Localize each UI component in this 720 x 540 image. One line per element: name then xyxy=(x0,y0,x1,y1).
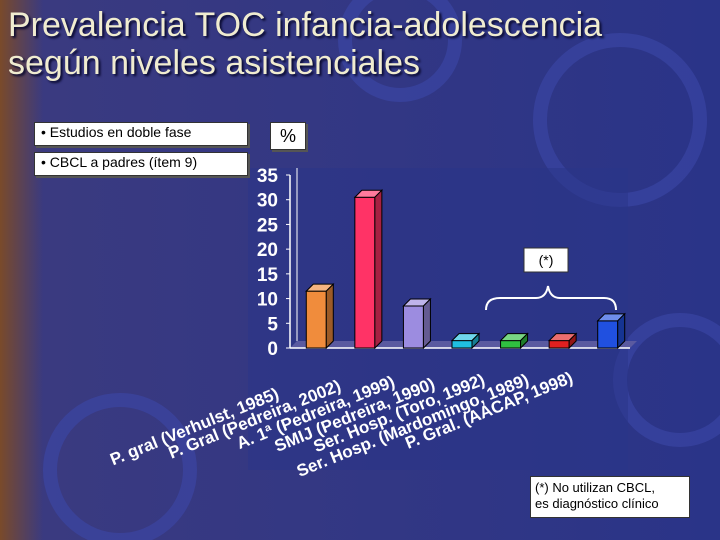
slide-title: Prevalencia TOC infancia-adolescencia se… xyxy=(8,6,718,82)
bar xyxy=(353,189,384,350)
y-tick-label: 20 xyxy=(257,240,278,261)
y-tick-label: 0 xyxy=(267,339,278,360)
bar xyxy=(305,282,335,350)
title-line-2: según niveles asistenciales xyxy=(8,44,421,82)
y-tick-label: 30 xyxy=(257,191,278,212)
y-tick-label: 35 xyxy=(257,166,279,187)
title-line-1: Prevalencia TOC infancia-adolescencia xyxy=(8,6,603,44)
asterisk-label: (*) xyxy=(539,252,554,268)
asterisk-box xyxy=(523,247,569,273)
footnote-line-1: (*) No utilizan CBCL, xyxy=(535,480,655,495)
y-tick-label: 10 xyxy=(257,290,278,311)
unit-label: % xyxy=(270,122,306,150)
bar xyxy=(402,297,432,350)
footnote-line-2: es diagnóstico clínico xyxy=(535,496,659,511)
asterisk-brace xyxy=(485,285,617,311)
bar xyxy=(596,312,626,350)
note-double-phase: • Estudios en doble fase xyxy=(34,122,248,146)
y-tick-label: 15 xyxy=(257,265,279,286)
bar xyxy=(547,332,578,350)
note-cbcl: • CBCL a padres (ítem 9) xyxy=(34,152,248,176)
bar xyxy=(499,332,529,350)
y-tick-label: 25 xyxy=(257,215,279,236)
bar xyxy=(450,332,481,350)
y-tick-label: 5 xyxy=(267,314,278,335)
footnote: (*) No utilizan CBCL, es diagnóstico clí… xyxy=(530,476,690,518)
